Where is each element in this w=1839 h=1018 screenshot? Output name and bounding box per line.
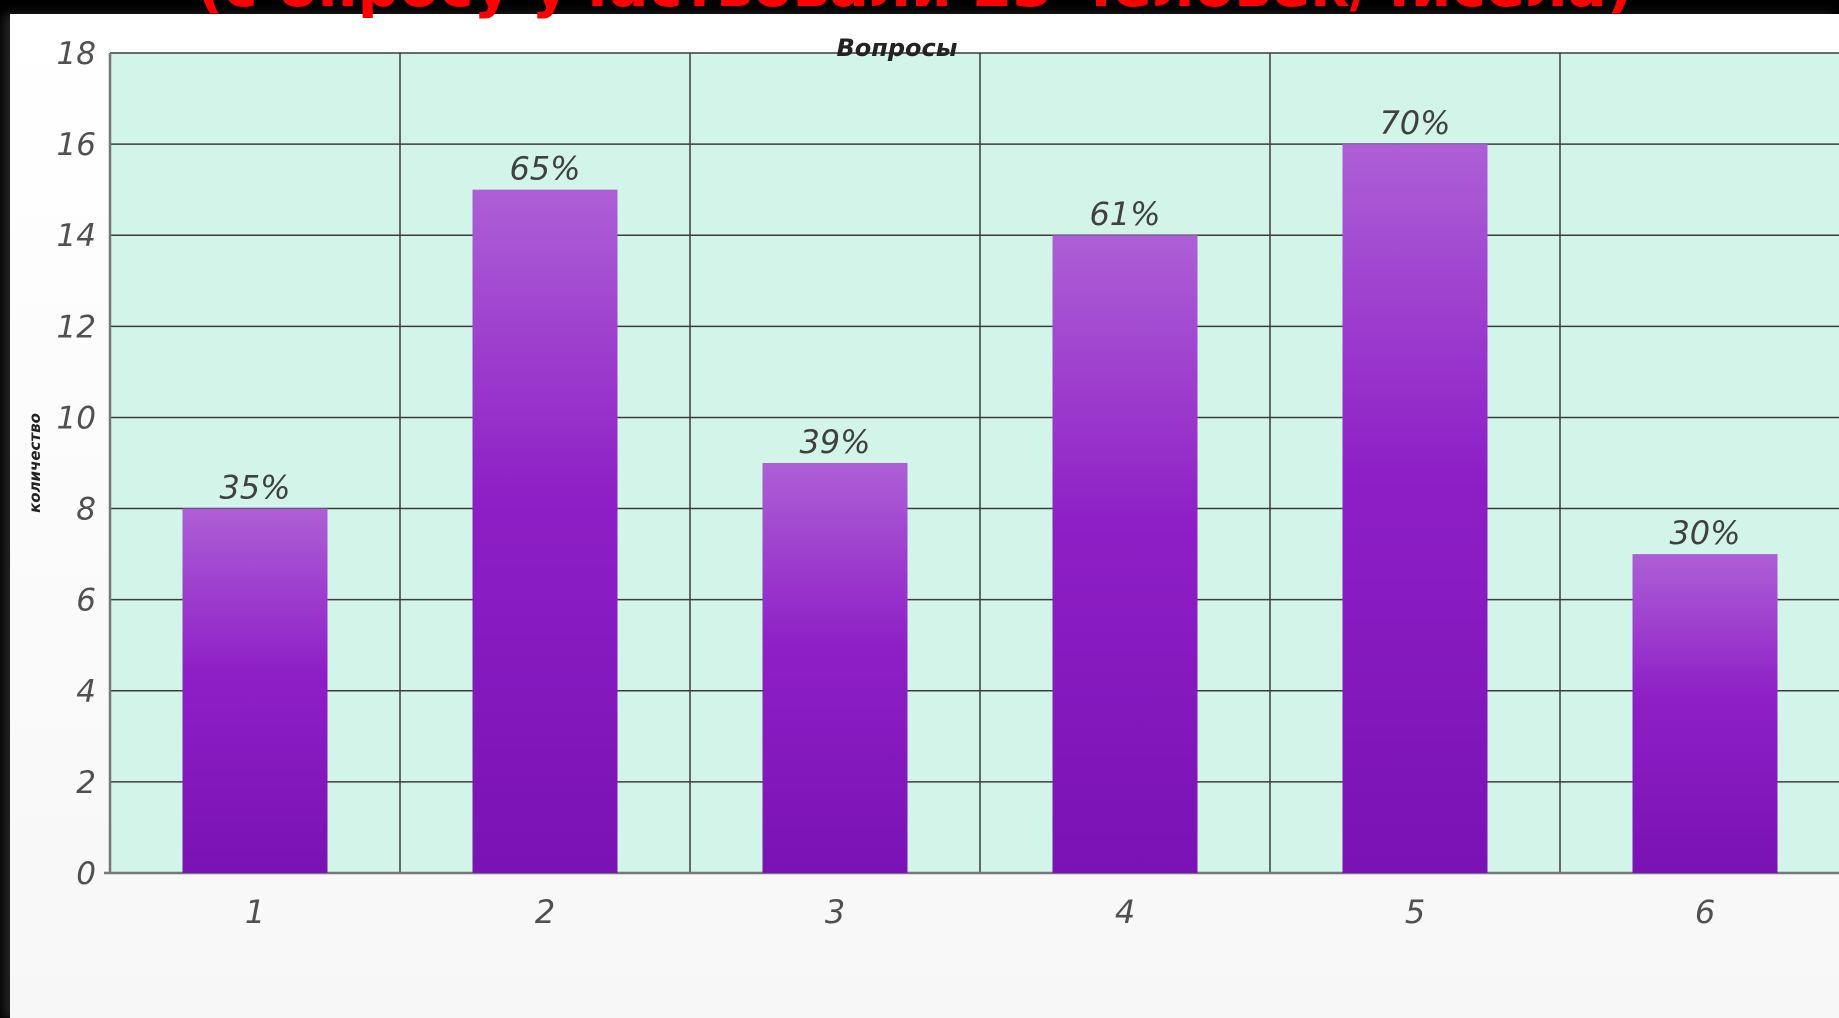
chart-title: Вопросы: [837, 34, 958, 62]
data-label-3: 39%: [799, 423, 870, 461]
y-tick-label-2: 2: [76, 765, 96, 801]
bar-6: [1632, 554, 1778, 873]
y-tick-label-16: 16: [57, 127, 96, 163]
bar-5: [1342, 144, 1488, 874]
bar-1: [182, 508, 328, 873]
bar-3: [762, 463, 908, 873]
x-tick-label-1: 1: [245, 893, 265, 931]
x-tick-label-6: 6: [1695, 893, 1715, 931]
y-tick-label-14: 14: [57, 218, 96, 254]
x-tick-label-2: 2: [535, 893, 555, 931]
y-tick-label-8: 8: [76, 492, 96, 528]
x-tick-label-3: 3: [825, 893, 845, 931]
plot-area: [110, 53, 1839, 873]
y-tick-label-6: 6: [76, 583, 96, 619]
bar-4: [1052, 235, 1198, 873]
x-tick-label-4: 4: [1115, 893, 1135, 931]
y-tick-label-4: 4: [76, 674, 96, 710]
y-axis-label: количество: [26, 413, 44, 513]
data-label-1: 35%: [219, 469, 290, 507]
bar-2: [472, 189, 618, 873]
data-label-6: 30%: [1669, 514, 1740, 552]
y-tick-label-12: 12: [57, 309, 96, 345]
data-label-2: 65%: [509, 150, 580, 188]
data-label-4: 61%: [1089, 195, 1160, 233]
y-tick-label-10: 10: [57, 400, 96, 436]
x-tick-label-5: 5: [1405, 893, 1425, 931]
y-tick-label-0: 0: [76, 856, 96, 892]
y-tick-label-18: 18: [57, 36, 96, 72]
data-label-5: 70%: [1379, 104, 1450, 142]
slide-banner-title: (с опросу участвовали 23 человек/чисела): [197, 0, 1634, 20]
